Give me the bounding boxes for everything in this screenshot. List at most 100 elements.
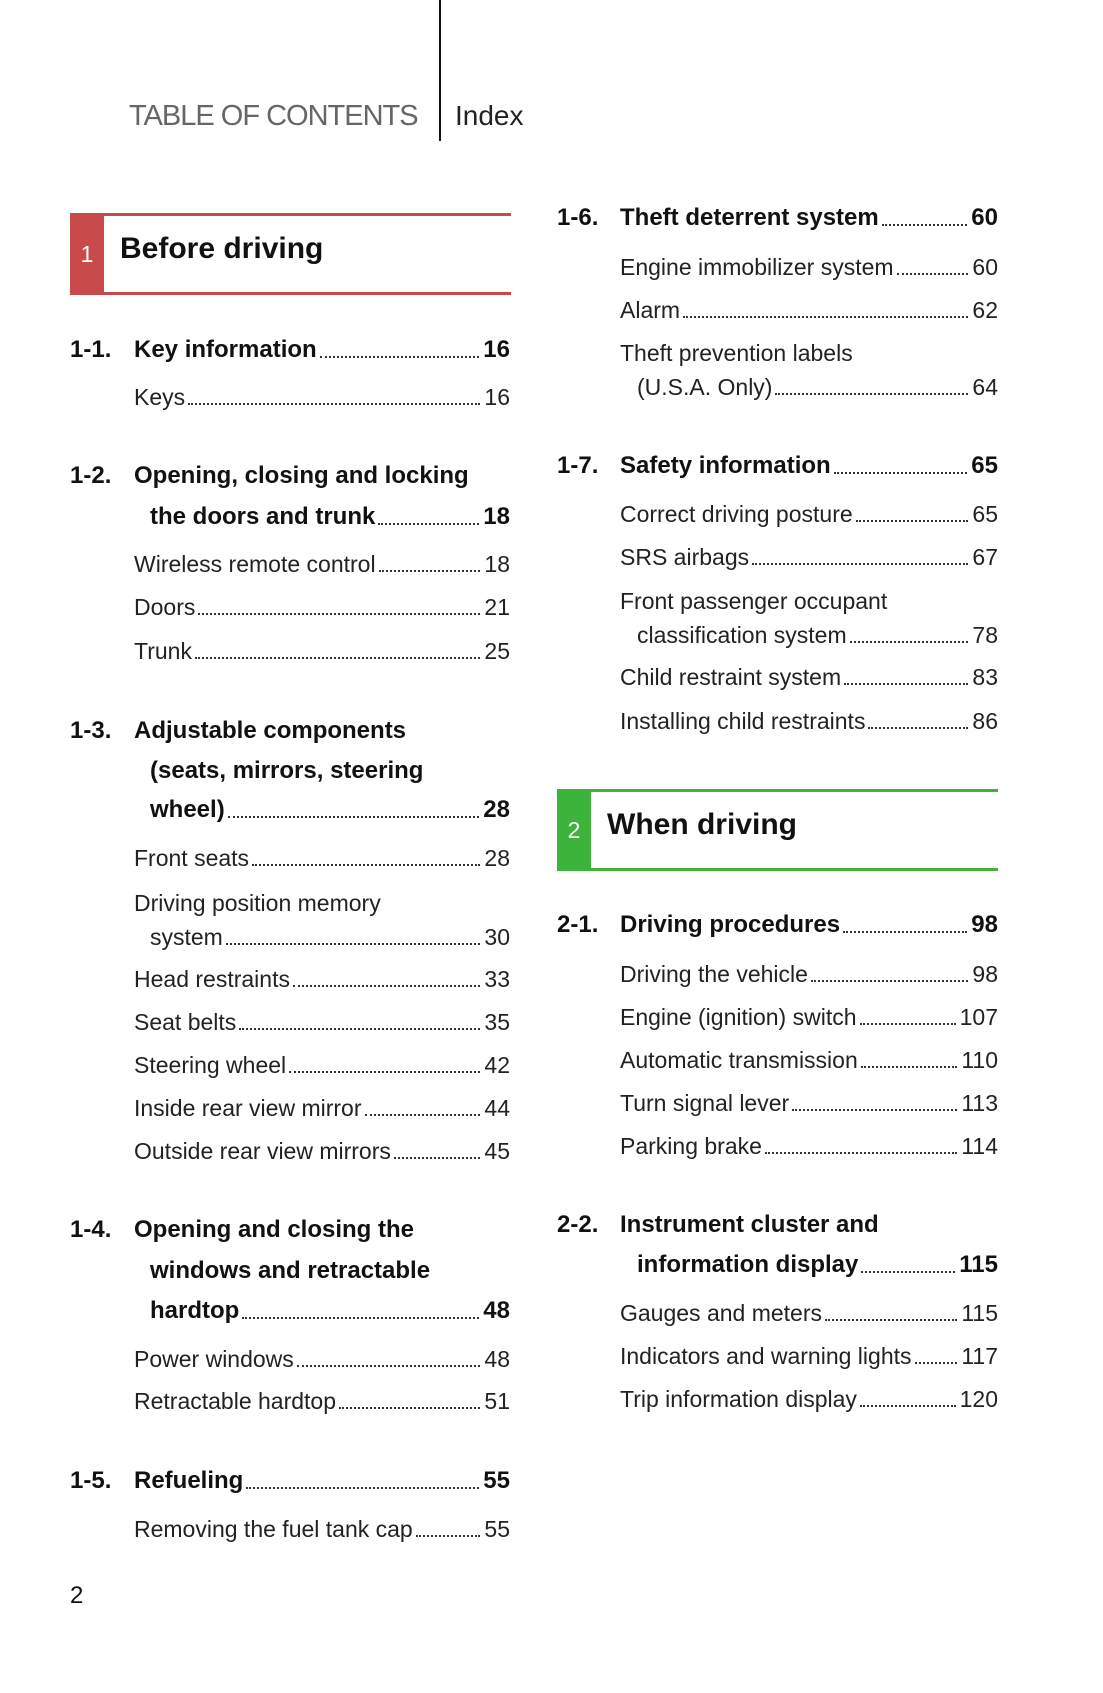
toc-heading-line[interactable]: Instrument cluster and (620, 1209, 879, 1241)
toc-item-line[interactable]: Head restraints 33 (134, 963, 510, 995)
index-link[interactable]: Index (455, 100, 524, 131)
toc-item-line[interactable]: Wireless remote control 18 (134, 548, 510, 580)
toc-item-line[interactable]: Front passenger occupant (620, 585, 887, 617)
dot-leader (239, 1028, 481, 1030)
dot-leader (339, 1407, 481, 1409)
dot-leader (246, 1487, 480, 1489)
page-ref: 28 (484, 845, 510, 871)
dot-leader (752, 563, 969, 565)
section-header-before-driving[interactable]: 1 Before driving (70, 213, 511, 295)
toc-item-line[interactable]: Indicators and warning lights 117 (620, 1340, 998, 1372)
toc-item-line[interactable]: Trunk 25 (134, 635, 510, 667)
toc-item-line[interactable]: system 30 (150, 921, 510, 953)
item-text: Gauges and meters (620, 1300, 823, 1326)
toc-section-number: 1-3. (70, 717, 112, 744)
dot-leader (775, 393, 969, 395)
page-ref: 33 (484, 966, 510, 992)
item-text: Automatic transmission (620, 1047, 858, 1073)
page-ref: 65 (972, 501, 998, 527)
page-ref: 18 (483, 503, 510, 530)
table-of-contents-link[interactable]: TABLE OF CONTENTS (129, 100, 419, 132)
toc-item-line[interactable]: Theft prevention labels (620, 337, 853, 369)
dot-leader (378, 570, 481, 572)
dot-leader (843, 931, 968, 933)
toc-heading-line[interactable]: Opening, closing and locking (134, 460, 469, 492)
toc-item-line[interactable]: Engine immobilizer system 60 (620, 251, 998, 283)
toc-heading-line[interactable]: Theft deterrent system 60 (620, 202, 998, 234)
heading-text: (seats, mirrors, steering (150, 757, 424, 784)
item-text: Outside rear view mirrors (134, 1138, 391, 1164)
heading-text: Instrument cluster and (620, 1211, 879, 1238)
item-text: Child restraint system (620, 664, 842, 690)
toc-item-line[interactable]: Engine (ignition) switch 107 (620, 1001, 998, 1033)
toc-heading-line[interactable]: Adjustable components (134, 715, 406, 747)
toc-item-line[interactable]: Turn signal lever 113 (620, 1087, 998, 1119)
toc-item-line[interactable]: Retractable hardtop 51 (134, 1385, 510, 1417)
toc-item-line[interactable]: Driving position memory (134, 887, 381, 919)
dot-leader (227, 816, 480, 818)
toc-item-line[interactable]: Driving the vehicle 98 (620, 958, 998, 990)
toc-heading-line[interactable]: Driving procedures 98 (620, 909, 998, 941)
item-text: (U.S.A. Only) (637, 374, 773, 400)
heading-text: Safety information (620, 452, 831, 479)
toc-item-line[interactable]: classification system 78 (637, 619, 998, 651)
toc-item-line[interactable]: Alarm 62 (620, 294, 998, 326)
toc-item-line[interactable]: Gauges and meters 115 (620, 1297, 998, 1329)
page-ref: 120 (959, 1386, 998, 1412)
toc-item-line[interactable]: Steering wheel 42 (134, 1049, 510, 1081)
toc-item-line[interactable]: Child restraint system 83 (620, 661, 998, 693)
toc-heading-line[interactable]: (seats, mirrors, steering (150, 755, 423, 787)
heading-text: Opening and closing the (134, 1216, 415, 1243)
toc-item-line[interactable]: Power windows 48 (134, 1343, 510, 1375)
toc-heading-line[interactable]: Opening and closing the (134, 1214, 414, 1246)
toc-item-line[interactable]: Seat belts 35 (134, 1006, 510, 1038)
toc-section-number: 1-5. (70, 1467, 112, 1494)
dot-leader (792, 1109, 958, 1111)
heading-text: Adjustable components (134, 717, 407, 744)
page-ref: 114 (961, 1133, 998, 1159)
item-text: Theft prevention labels (620, 340, 853, 366)
item-text: classification system (637, 622, 847, 648)
toc-item-line[interactable]: Front seats 28 (134, 842, 510, 874)
item-text: Indicators and warning lights (620, 1343, 912, 1369)
toc-item-line[interactable]: Outside rear view mirrors 45 (134, 1135, 510, 1167)
item-text: Installing child restraints (620, 708, 866, 734)
page-ref: 51 (484, 1388, 510, 1414)
section-header-when-driving[interactable]: 2 When driving (557, 789, 998, 871)
toc-heading-line[interactable]: Key information 16 (134, 334, 510, 366)
item-text: Keys (134, 384, 186, 410)
page-ref: 107 (959, 1004, 998, 1030)
toc-heading-line[interactable]: Refueling 55 (134, 1465, 510, 1497)
heading-text: Theft deterrent system (620, 204, 879, 231)
toc-heading-line[interactable]: windows and retractable (150, 1255, 430, 1287)
toc-item-line[interactable]: Removing the fuel tank cap 55 (134, 1513, 510, 1545)
toc-heading-line[interactable]: hardtop 48 (150, 1295, 510, 1327)
toc-heading-line[interactable]: Safety information 65 (620, 450, 998, 482)
toc-section-number: 1-6. (557, 204, 599, 231)
page-ref: 86 (972, 708, 998, 734)
heading-text: windows and retractable (150, 1257, 431, 1284)
toc-heading-line[interactable]: the doors and trunk 18 (150, 501, 510, 533)
toc-heading-line[interactable]: information display 115 (637, 1249, 998, 1281)
toc-item-line[interactable]: Keys 16 (134, 381, 510, 413)
dot-leader (364, 1114, 481, 1116)
page-ref: 65 (971, 452, 998, 479)
page-ref: 60 (972, 254, 998, 280)
toc-heading-line[interactable]: wheel) 28 (150, 794, 510, 826)
page-ref: 45 (484, 1138, 510, 1164)
toc-item-line[interactable]: (U.S.A. Only) 64 (637, 371, 998, 403)
section-number: 1 (70, 213, 104, 295)
heading-text: wheel) (150, 796, 225, 823)
page-ref: 117 (961, 1343, 998, 1369)
toc-item-line[interactable]: Installing child restraints 86 (620, 705, 998, 737)
toc-item-line[interactable]: Doors 21 (134, 591, 510, 623)
toc-item-line[interactable]: Correct driving posture 65 (620, 498, 998, 530)
toc-item-line[interactable]: Automatic transmission 110 (620, 1044, 998, 1076)
toc-item-line[interactable]: Trip information display 120 (620, 1383, 998, 1415)
toc-item-line[interactable]: Inside rear view mirror 44 (134, 1092, 510, 1124)
dot-leader (252, 864, 481, 866)
dot-leader (855, 520, 969, 522)
toc-item-line[interactable]: SRS airbags 67 (620, 541, 998, 573)
page-ref: 44 (484, 1095, 510, 1121)
toc-item-line[interactable]: Parking brake 114 (620, 1130, 998, 1162)
